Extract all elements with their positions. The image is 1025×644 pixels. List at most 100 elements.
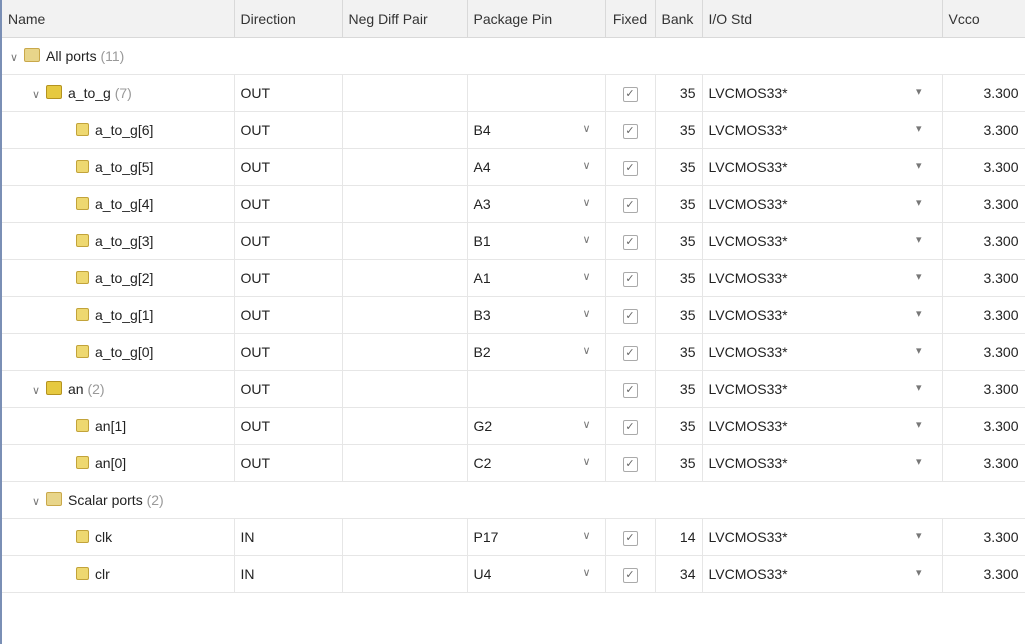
io-std-cell[interactable]: LVCMOS33* ▾ [702, 259, 943, 297]
chevron-down-icon[interactable]: ∨ [582, 530, 591, 542]
package-pin-cell[interactable]: B3 ∨ [467, 296, 606, 334]
column-header[interactable]: Name [2, 0, 235, 38]
caret-down-icon[interactable]: ▾ [915, 86, 922, 98]
io-std-cell[interactable]: LVCMOS33* ▾ [702, 370, 943, 408]
caret-down-icon[interactable]: ▾ [915, 382, 922, 394]
chevron-down-icon[interactable]: ∨ [582, 271, 591, 283]
checkbox-checked-icon[interactable]: ✓ [622, 198, 638, 213]
io-std-cell[interactable]: LVCMOS33* ▾ [702, 444, 943, 482]
checkbox-checked-icon[interactable]: ✓ [622, 272, 638, 287]
caret-down-icon[interactable]: ▾ [915, 345, 922, 357]
chevron-down-icon[interactable]: ∨ [582, 419, 591, 431]
neg-diff-pair-cell[interactable] [342, 222, 468, 260]
io-std-cell[interactable]: LVCMOS33* ▾ [702, 222, 943, 260]
neg-diff-pair-cell[interactable] [342, 111, 468, 149]
checkbox-checked-icon[interactable]: ✓ [622, 235, 638, 250]
table-row[interactable]: an[0] OUT C2 ∨ ✓ 35 LVCMOS33* ▾ 3.300 [2, 444, 1025, 482]
io-std-cell[interactable]: LVCMOS33* ▾ [702, 296, 943, 334]
chevron-down-icon[interactable]: ∨ [32, 89, 41, 101]
neg-diff-pair-cell[interactable] [342, 407, 468, 445]
chevron-down-icon[interactable]: ∨ [582, 456, 591, 468]
neg-diff-pair-cell[interactable] [342, 185, 468, 223]
column-header[interactable]: Package Pin [467, 0, 606, 38]
package-pin-cell[interactable] [467, 370, 606, 408]
checkbox-checked-icon[interactable]: ✓ [622, 87, 638, 102]
io-std-cell[interactable]: LVCMOS33* ▾ [702, 148, 943, 186]
column-header[interactable]: Neg Diff Pair [342, 0, 468, 38]
chevron-down-icon[interactable]: ∨ [32, 496, 41, 508]
checkbox-checked-icon[interactable]: ✓ [622, 457, 638, 472]
table-row[interactable]: an[1] OUT G2 ∨ ✓ 35 LVCMOS33* ▾ 3.300 [2, 407, 1025, 445]
caret-down-icon[interactable]: ▾ [915, 123, 922, 135]
checkbox-checked-icon[interactable]: ✓ [622, 383, 638, 398]
table-row[interactable]: ∨ an (2) OUT ✓ 35 LVCMOS33* ▾ 3.300 [2, 370, 1025, 408]
table-row[interactable]: clr IN U4 ∨ ✓ 34 LVCMOS33* ▾ 3.300 [2, 555, 1025, 593]
column-header[interactable]: Fixed [605, 0, 656, 38]
neg-diff-pair-cell[interactable] [342, 296, 468, 334]
column-header[interactable]: I/O Std [702, 0, 943, 38]
column-header[interactable]: Bank [655, 0, 703, 38]
caret-down-icon[interactable]: ▾ [915, 234, 922, 246]
table-row[interactable]: ∨ All ports (11) [2, 37, 1025, 75]
package-pin-cell[interactable]: C2 ∨ [467, 444, 606, 482]
package-pin-cell[interactable]: B4 ∨ [467, 111, 606, 149]
caret-down-icon[interactable]: ▾ [915, 197, 922, 209]
table-row[interactable]: ∨ Scalar ports (2) [2, 481, 1025, 519]
neg-diff-pair-cell[interactable] [342, 148, 468, 186]
table-row[interactable]: a_to_g[0] OUT B2 ∨ ✓ 35 LVCMOS33* ▾ 3.300 [2, 333, 1025, 371]
io-std-cell[interactable]: LVCMOS33* ▾ [702, 333, 943, 371]
io-std-cell[interactable]: LVCMOS33* ▾ [702, 111, 943, 149]
table-row[interactable]: a_to_g[2] OUT A1 ∨ ✓ 35 LVCMOS33* ▾ 3.300 [2, 259, 1025, 297]
checkbox-checked-icon[interactable]: ✓ [622, 124, 638, 139]
caret-down-icon[interactable]: ▾ [915, 530, 922, 542]
chevron-down-icon[interactable]: ∨ [582, 234, 591, 246]
io-std-cell[interactable]: LVCMOS33* ▾ [702, 74, 943, 112]
chevron-down-icon[interactable]: ∨ [582, 308, 591, 320]
checkbox-checked-icon[interactable]: ✓ [622, 346, 638, 361]
neg-diff-pair-cell[interactable] [342, 518, 468, 556]
neg-diff-pair-cell[interactable] [342, 259, 468, 297]
package-pin-cell[interactable]: B1 ∨ [467, 222, 606, 260]
package-pin-cell[interactable]: A1 ∨ [467, 259, 606, 297]
package-pin-cell[interactable]: G2 ∨ [467, 407, 606, 445]
neg-diff-pair-cell[interactable] [342, 444, 468, 482]
checkbox-checked-icon[interactable]: ✓ [622, 531, 638, 546]
package-pin-cell[interactable]: A4 ∨ [467, 148, 606, 186]
table-row[interactable]: clk IN P17 ∨ ✓ 14 LVCMOS33* ▾ 3.300 [2, 518, 1025, 556]
chevron-down-icon[interactable]: ∨ [32, 385, 41, 397]
column-header[interactable]: Vcco [942, 0, 1025, 38]
table-row[interactable]: a_to_g[5] OUT A4 ∨ ✓ 35 LVCMOS33* ▾ 3.300 [2, 148, 1025, 186]
chevron-down-icon[interactable]: ∨ [582, 123, 591, 135]
chevron-down-icon[interactable]: ∨ [10, 52, 19, 64]
table-row[interactable]: a_to_g[1] OUT B3 ∨ ✓ 35 LVCMOS33* ▾ 3.300 [2, 296, 1025, 334]
table-row[interactable]: ∨ a_to_g (7) OUT ✓ 35 LVCMOS33* ▾ 3.300 [2, 74, 1025, 112]
io-std-cell[interactable]: LVCMOS33* ▾ [702, 185, 943, 223]
neg-diff-pair-cell[interactable] [342, 74, 468, 112]
checkbox-checked-icon[interactable]: ✓ [622, 161, 638, 176]
io-std-cell[interactable]: LVCMOS33* ▾ [702, 518, 943, 556]
caret-down-icon[interactable]: ▾ [915, 567, 922, 579]
checkbox-checked-icon[interactable]: ✓ [622, 568, 638, 583]
neg-diff-pair-cell[interactable] [342, 555, 468, 593]
neg-diff-pair-cell[interactable] [342, 333, 468, 371]
package-pin-cell[interactable]: A3 ∨ [467, 185, 606, 223]
checkbox-checked-icon[interactable]: ✓ [622, 309, 638, 324]
caret-down-icon[interactable]: ▾ [915, 308, 922, 320]
io-std-cell[interactable]: LVCMOS33* ▾ [702, 555, 943, 593]
caret-down-icon[interactable]: ▾ [915, 160, 922, 172]
chevron-down-icon[interactable]: ∨ [582, 197, 591, 209]
chevron-down-icon[interactable]: ∨ [582, 345, 591, 357]
neg-diff-pair-cell[interactable] [342, 370, 468, 408]
table-row[interactable]: a_to_g[4] OUT A3 ∨ ✓ 35 LVCMOS33* ▾ 3.300 [2, 185, 1025, 223]
package-pin-cell[interactable]: U4 ∨ [467, 555, 606, 593]
package-pin-cell[interactable]: P17 ∨ [467, 518, 606, 556]
caret-down-icon[interactable]: ▾ [915, 419, 922, 431]
package-pin-cell[interactable]: B2 ∨ [467, 333, 606, 371]
chevron-down-icon[interactable]: ∨ [582, 567, 591, 579]
column-header[interactable]: Direction [234, 0, 343, 38]
io-std-cell[interactable]: LVCMOS33* ▾ [702, 407, 943, 445]
table-row[interactable]: a_to_g[6] OUT B4 ∨ ✓ 35 LVCMOS33* ▾ 3.300 [2, 111, 1025, 149]
package-pin-cell[interactable] [467, 74, 606, 112]
checkbox-checked-icon[interactable]: ✓ [622, 420, 638, 435]
chevron-down-icon[interactable]: ∨ [582, 160, 591, 172]
